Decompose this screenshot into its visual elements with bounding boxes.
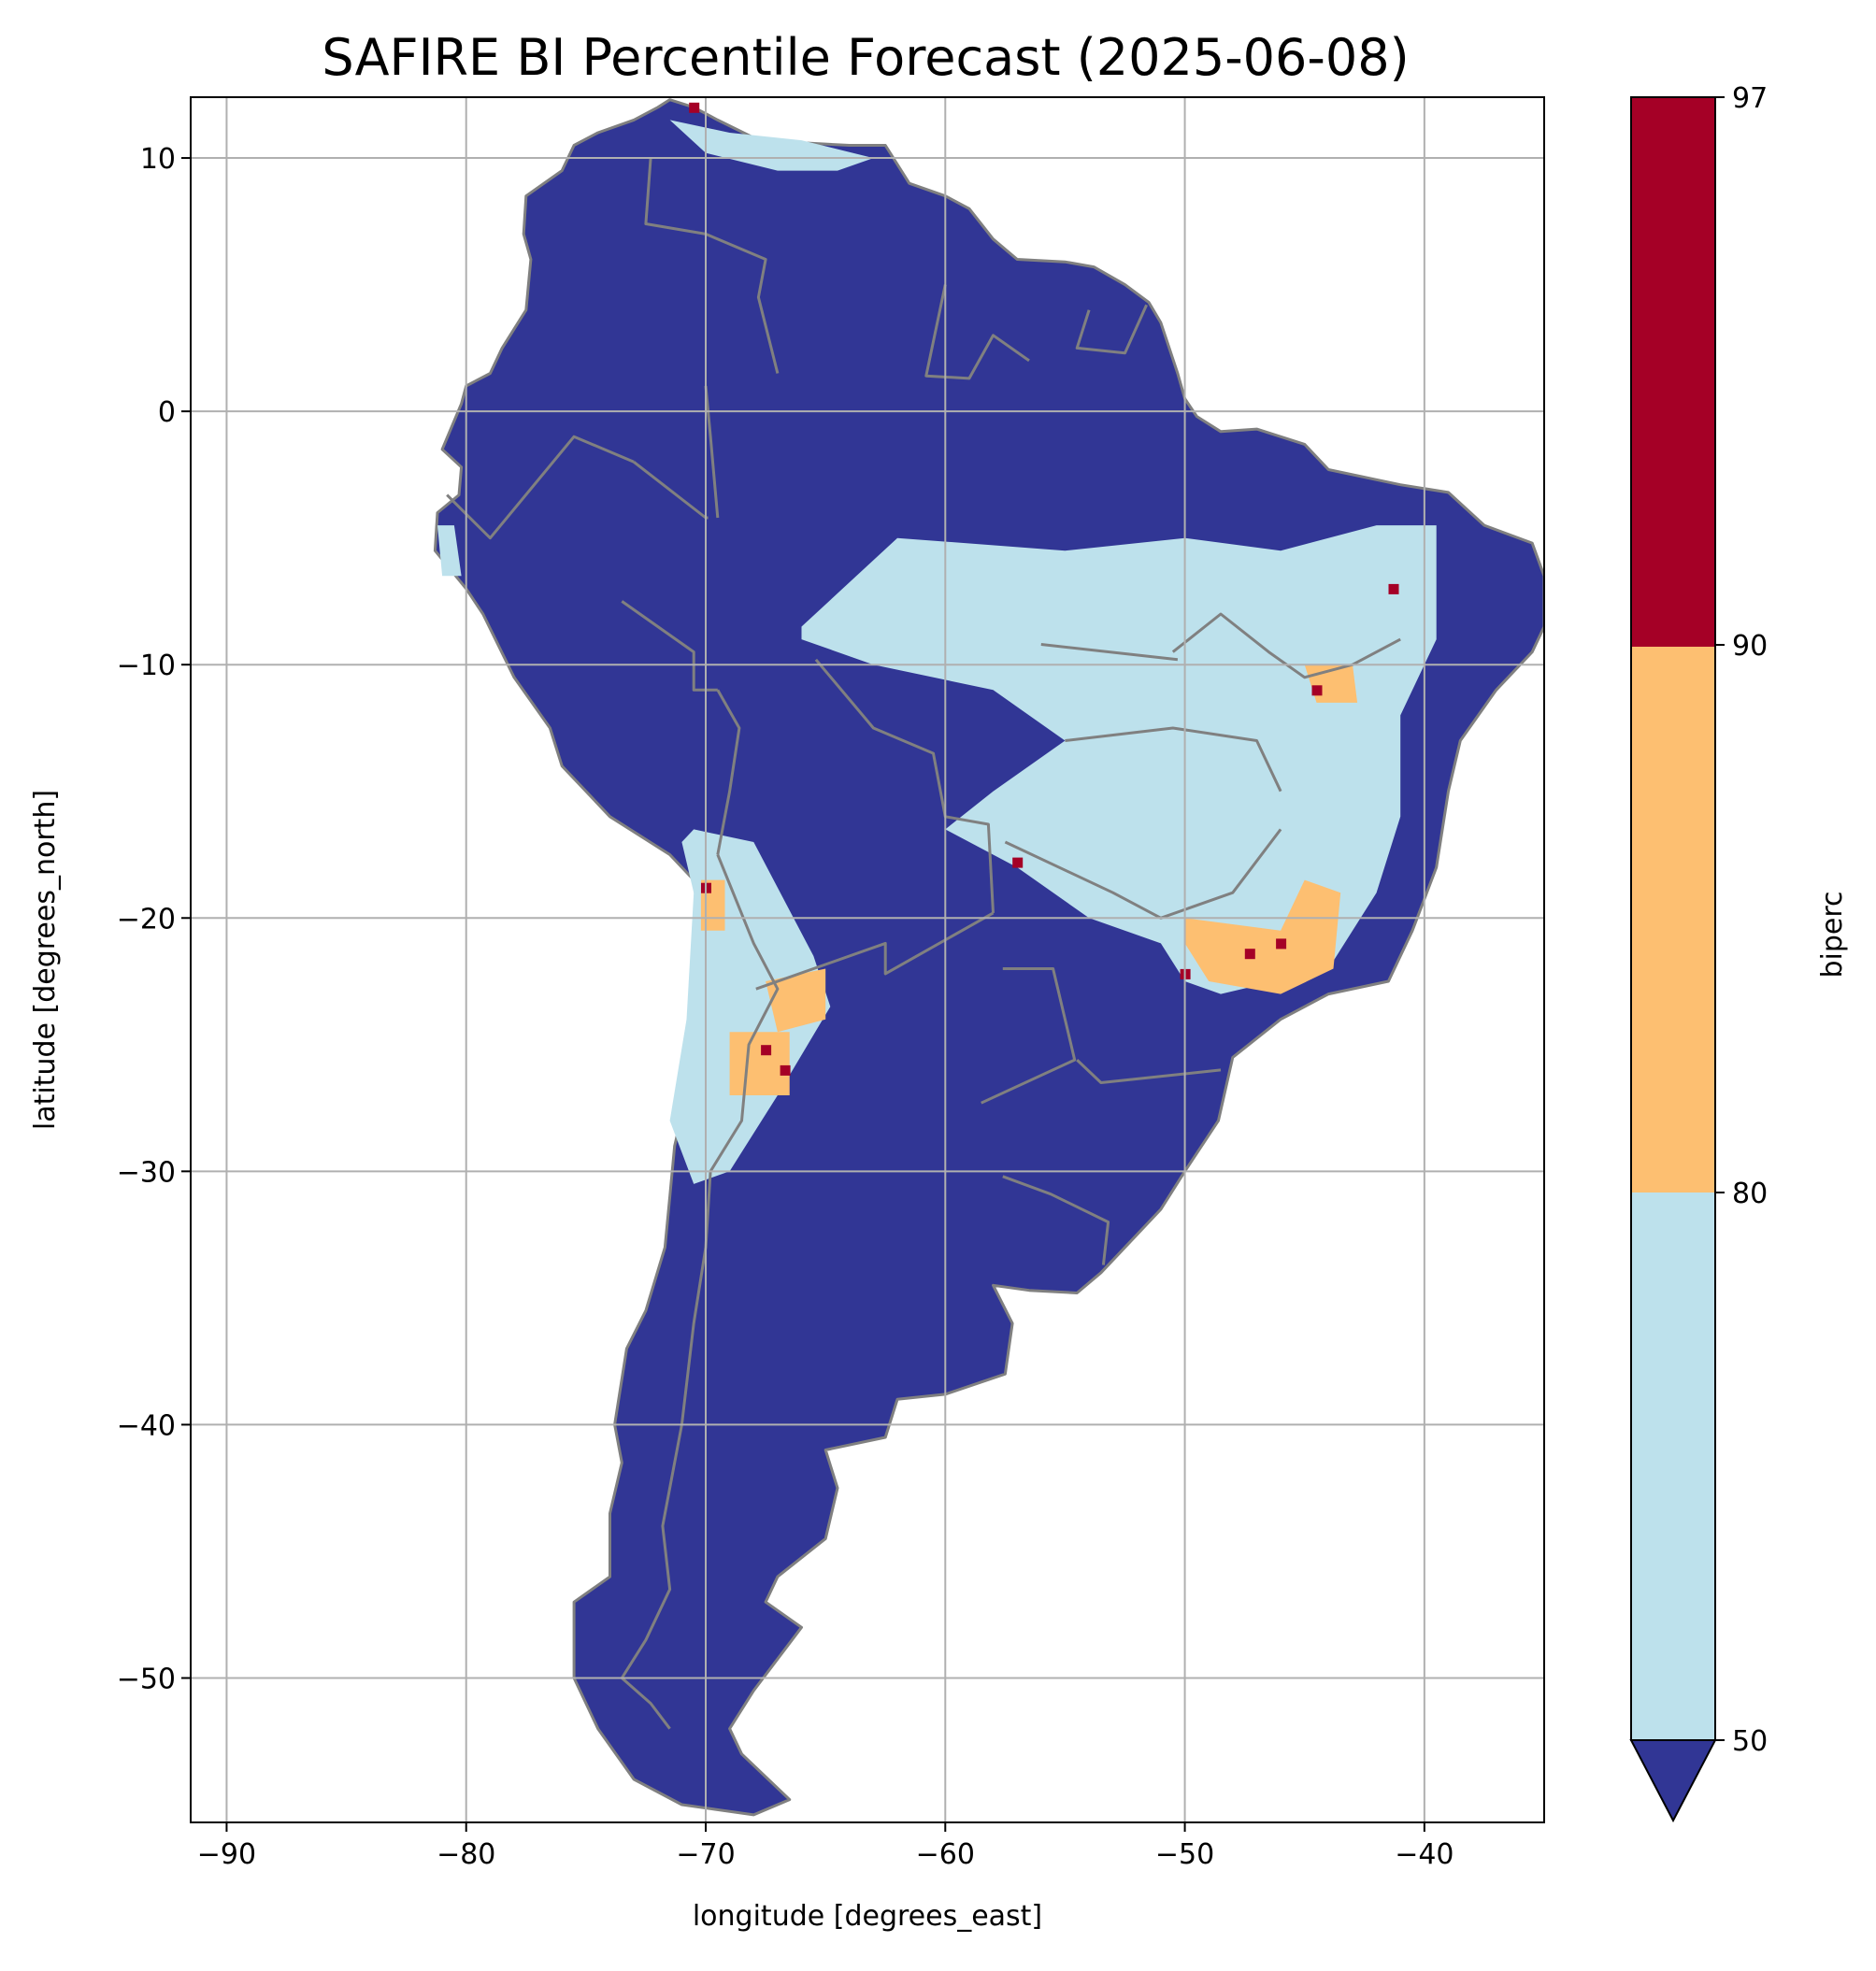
hot-spot-90-97 — [689, 102, 700, 113]
colorbar-label: biperc — [1816, 891, 1849, 978]
y-tick-label: −40 — [117, 1409, 176, 1442]
colorbar: 50 80 90 97 biperc — [1629, 82, 1849, 1823]
border-line — [1075, 304, 1148, 355]
map-frame — [190, 96, 1545, 1823]
x-axis-ticks: −90 −80 −70 −60 −50 −40 — [197, 1822, 1454, 1871]
border-line — [446, 435, 635, 540]
y-axis-ticks: 10 0 −10 −20 −30 −40 −50 — [117, 143, 191, 1695]
hot-spot-90-97 — [1276, 938, 1287, 950]
south-america-landmass — [433, 98, 1544, 1817]
colorbar-tick-label: 80 — [1732, 1178, 1768, 1210]
colorbar-band-80-90 — [1631, 647, 1715, 1193]
region-se-brazil-hotspot — [1184, 879, 1341, 994]
hot-spot-90-97 — [1244, 949, 1255, 960]
chart-title: SAFIRE BI Percentile Forecast (2025-06-0… — [322, 28, 1409, 87]
region-andes-hot-1 — [766, 968, 826, 1033]
hot-spot-90-97 — [1311, 685, 1323, 696]
border-line — [704, 385, 720, 519]
y-tick-label: −10 — [117, 650, 176, 682]
colorbar-band-50-80 — [1631, 1193, 1715, 1740]
country-borders — [446, 157, 1401, 1730]
border-line — [981, 967, 1077, 1105]
colorbar-extend-below-50 — [1629, 1739, 1717, 1823]
region-peru-coast — [437, 525, 462, 577]
hot-spot-90-97 — [1388, 583, 1399, 594]
border-line — [1076, 1059, 1222, 1084]
hot-spot-90-97 — [761, 1045, 772, 1056]
border-line — [644, 157, 780, 374]
gridlines — [191, 97, 1544, 1822]
y-axis-label: latitude [degrees_north] — [29, 790, 62, 1130]
y-tick-label: 10 — [140, 143, 176, 176]
x-tick-label: −70 — [676, 1838, 735, 1871]
hot-spot-90-97 — [1012, 857, 1024, 868]
x-tick-label: −40 — [1395, 1838, 1454, 1871]
border-line — [716, 689, 741, 855]
x-tick-label: −90 — [197, 1838, 256, 1871]
border-line — [755, 911, 995, 991]
colorbar-tick-label: 50 — [1732, 1725, 1768, 1758]
x-tick-label: −60 — [916, 1838, 975, 1871]
region-central-brazil — [801, 525, 1437, 994]
region-andes-hot-2 — [729, 1032, 790, 1095]
colorbar-frame — [1630, 96, 1716, 1741]
border-line — [1002, 1175, 1110, 1265]
map-area — [191, 97, 1544, 1822]
border-line — [620, 853, 780, 1730]
border-line — [924, 284, 1030, 380]
colorbar-tick-label: 97 — [1732, 82, 1768, 115]
border-line — [1065, 726, 1282, 793]
x-tick-label: −80 — [437, 1838, 495, 1871]
colorbar-ticks: 50 80 90 97 — [1715, 82, 1768, 1758]
border-line — [814, 658, 995, 913]
y-tick-label: 0 — [158, 396, 176, 429]
y-tick-label: −50 — [117, 1663, 176, 1695]
colorbar-band-90-97 — [1631, 97, 1715, 647]
y-tick-label: −20 — [117, 903, 176, 936]
border-line — [1040, 643, 1179, 662]
colorbar-tick-label: 90 — [1732, 630, 1768, 663]
y-tick-label: −30 — [117, 1156, 176, 1189]
x-axis-label: longitude [degrees_east] — [693, 1900, 1042, 1933]
x-tick-label: −50 — [1155, 1838, 1214, 1871]
hot-spot-90-97 — [780, 1064, 791, 1076]
